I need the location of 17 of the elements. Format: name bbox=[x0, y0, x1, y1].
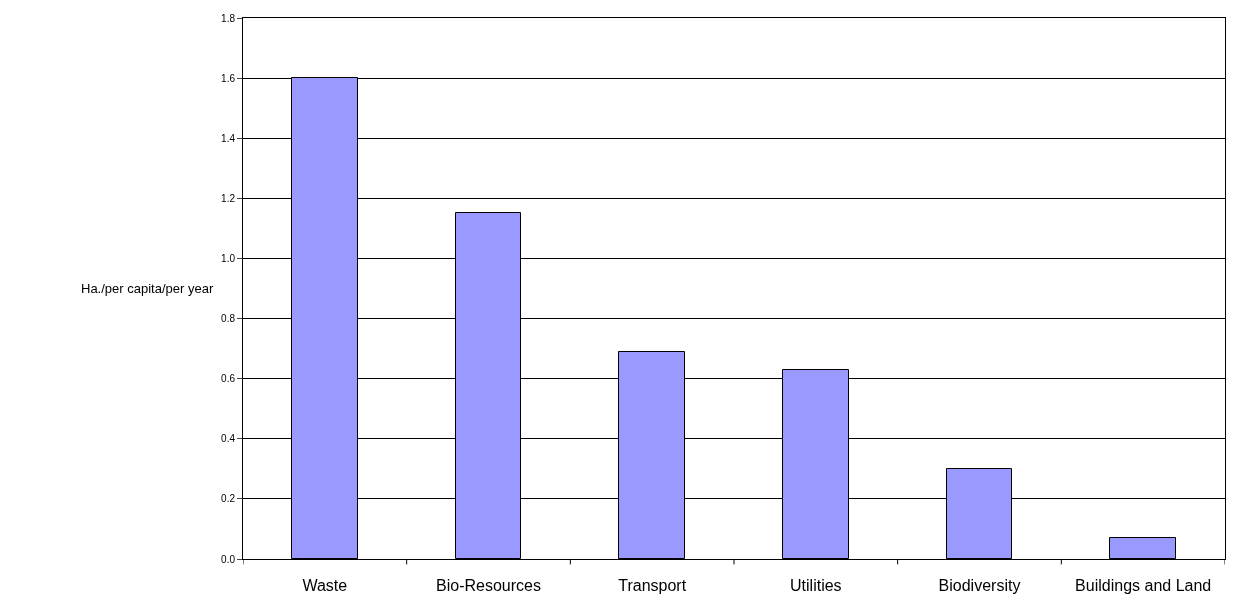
y-tick-label: 0.2 bbox=[221, 493, 236, 505]
y-tick-label: 1.8 bbox=[221, 12, 236, 24]
x-tick-label: Waste bbox=[302, 577, 348, 595]
x-tick-label: Buildings and Land bbox=[1075, 577, 1212, 595]
y-tick-label: 0.6 bbox=[221, 373, 236, 385]
y-tick-label: 1.0 bbox=[221, 252, 236, 264]
y-tick-label: 0.4 bbox=[221, 433, 236, 445]
y-tick-label: 0.8 bbox=[221, 313, 236, 325]
x-tick-label: Biodiversity bbox=[938, 577, 1021, 595]
y-axis-title: Ha./per capita/per year bbox=[81, 281, 214, 296]
y-tick-label: 1.2 bbox=[221, 192, 236, 204]
y-tick-label: 1.6 bbox=[221, 72, 236, 84]
x-tick-label: Bio-Resources bbox=[436, 577, 541, 595]
y-tick-label: 0.0 bbox=[221, 553, 236, 565]
y-tick-label: 1.4 bbox=[221, 132, 236, 144]
x-tick-label: Transport bbox=[618, 577, 687, 595]
x-tick-label: Utilities bbox=[790, 577, 842, 595]
